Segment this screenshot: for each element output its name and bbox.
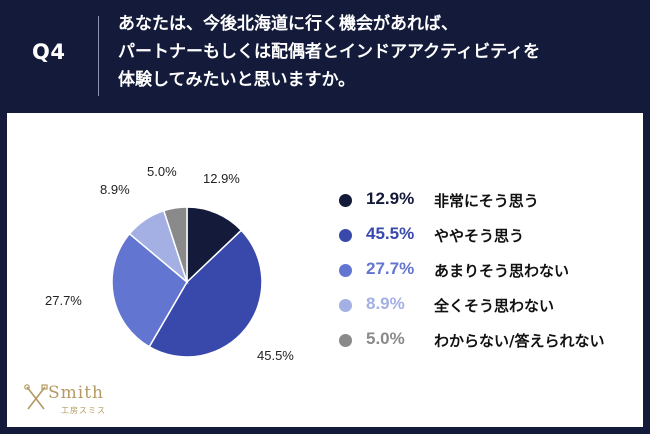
question-line-2: パートナーもしくは配偶者とインドアアクティビティを (118, 42, 541, 62)
pie-label-slice-2: 45.5% (257, 348, 294, 363)
pie-label-slice-1: 12.9% (203, 171, 240, 186)
pie-label-slice-5: 5.0% (147, 164, 177, 179)
legend-percent: 45.5% (366, 224, 415, 243)
legend-swatch (339, 229, 352, 242)
legend-label: わからない/答えられない (434, 332, 605, 350)
legend-swatch (339, 194, 352, 207)
crossed-tools-icon (24, 384, 48, 410)
legend-swatch (339, 334, 352, 347)
question-text: あなたは、今後北海道に行く機会があれば、 パートナーもしくは配偶者とインドアアク… (118, 10, 628, 94)
pie-chart (111, 206, 263, 358)
question-number: Q4 (32, 40, 66, 64)
legend-percent: 27.7% (366, 259, 415, 278)
pie-label-slice-3: 27.7% (45, 293, 82, 308)
logo-subtitle: 工房スミス (61, 406, 106, 415)
legend-percent: 12.9% (366, 189, 415, 208)
chart-card: 12.9% 45.5% 27.7% 8.9% 5.0% 12.9% 非常にそう思… (7, 113, 643, 427)
question-header: Q4 あなたは、今後北海道に行く機会があれば、 パートナーもしくは配偶者とインド… (0, 0, 650, 110)
logo-wordmark: Smith (48, 383, 104, 403)
question-line-3: 体験してみたいと思いますか。 (118, 70, 356, 90)
header-divider (98, 16, 99, 96)
legend-swatch (339, 264, 352, 277)
pie-label-slice-4: 8.9% (100, 182, 130, 197)
legend-label: 非常にそう思う (434, 192, 539, 210)
legend-percent: 5.0% (366, 329, 405, 348)
legend-label: ややそう思う (434, 227, 525, 245)
brand-logo: Smith 工房スミス (23, 383, 133, 417)
legend-percent: 8.9% (366, 294, 405, 313)
legend-swatch (339, 299, 352, 312)
legend-label: 全くそう思わない (434, 297, 555, 315)
pie-slice-1 (186, 206, 243, 284)
question-line-1: あなたは、今後北海道に行く機会があれば、 (118, 14, 458, 34)
pie-slice-3 (111, 232, 188, 348)
legend-label: あまりそう思わない (434, 262, 570, 280)
pie-slice-2 (148, 229, 263, 358)
pie-slice-5 (162, 206, 188, 283)
